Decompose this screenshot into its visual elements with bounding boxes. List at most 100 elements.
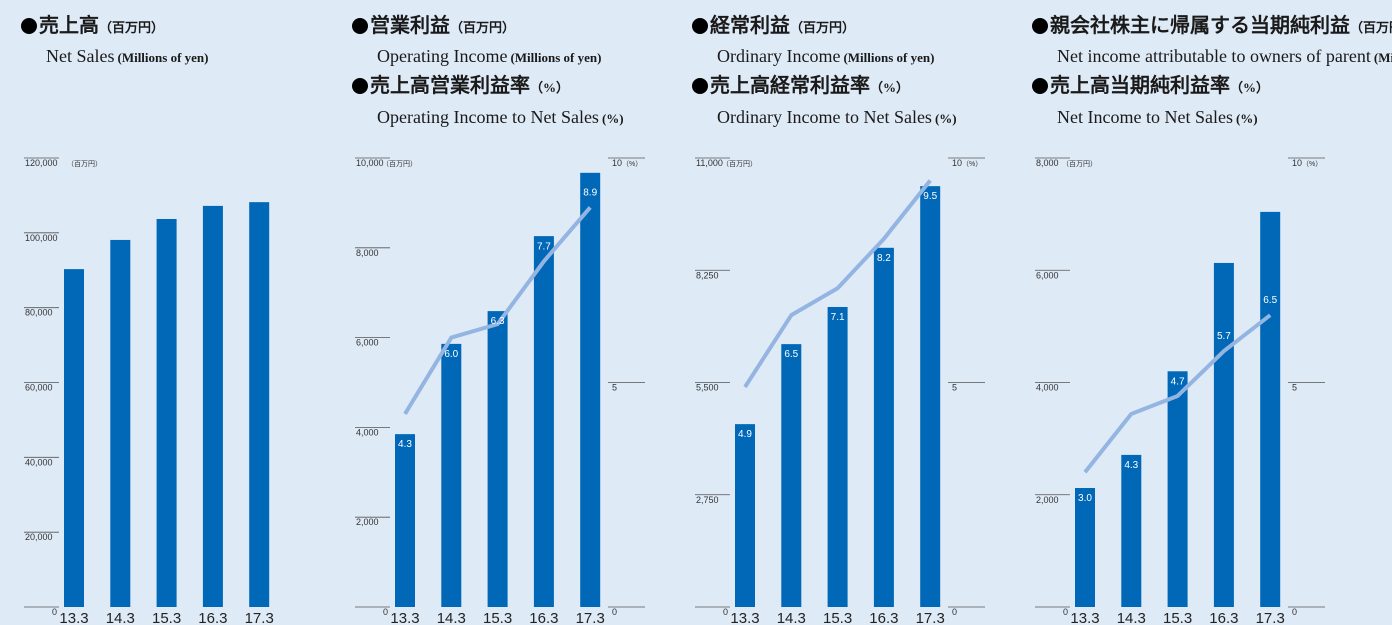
y2-tick-label: 10 <box>1292 158 1302 168</box>
y-tick-label: 8,000 <box>356 248 379 258</box>
y-tick-label: 120,000 <box>25 158 58 168</box>
y2-tick-label: 5 <box>612 383 617 393</box>
y2-tick-label: 0 <box>952 607 957 617</box>
x-tick-label: 13.3 <box>390 610 419 625</box>
y2-tick-label: 0 <box>1292 607 1297 617</box>
bar <box>920 186 941 607</box>
title-jp: 営業利益 <box>370 13 450 37</box>
title-unit: （百万円） <box>450 20 515 35</box>
x-tick-label: 15.3 <box>483 610 512 625</box>
title-en-unit: (%) <box>602 111 624 126</box>
y-tick-label: 11,000 <box>696 158 723 168</box>
data-label: 9.5 <box>923 191 937 202</box>
bar <box>156 218 177 607</box>
legend-title: 売上高（百万円） <box>39 13 164 37</box>
bar <box>1260 211 1281 607</box>
title-jp: 売上高営業利益率 <box>370 73 530 97</box>
y2-tick-label: 10 <box>612 158 622 168</box>
data-label: 5.7 <box>1217 331 1231 342</box>
data-label: 6.5 <box>784 349 798 360</box>
title-unit: （百万円） <box>99 20 164 35</box>
title-en-unit: (Millions of yen) <box>1374 50 1392 65</box>
legend-title-en: Net income attributable to owners of par… <box>1057 46 1392 66</box>
title-en: Operating Income to Net Sales <box>377 107 599 127</box>
title-en-unit: (%) <box>1236 111 1258 126</box>
bar <box>1167 371 1188 607</box>
y-tick-label: 8,250 <box>696 270 719 280</box>
bar <box>873 247 894 608</box>
bar <box>441 343 462 607</box>
data-label: 8.2 <box>877 253 891 264</box>
y-tick-label: 4,000 <box>356 427 379 437</box>
x-tick-label: 15.3 <box>152 610 181 625</box>
data-label: 4.3 <box>398 439 412 450</box>
bar <box>487 311 508 607</box>
y-unit: （百万円） <box>67 160 102 168</box>
data-label: 3.0 <box>1078 493 1092 504</box>
title-en-unit: (Millions of yen) <box>843 50 934 65</box>
line-series <box>403 206 592 415</box>
y-unit: （百万円） <box>382 160 417 168</box>
x-tick-label: 16.3 <box>529 610 558 625</box>
panel: 経常利益（百万円）Ordinary Income (Millions of yen… <box>692 13 985 625</box>
y2-unit: （%） <box>622 160 642 168</box>
title-unit: （百万円） <box>1350 20 1392 35</box>
y-tick-label: 10,000 <box>356 158 384 168</box>
y-tick-label: 6,000 <box>356 338 379 348</box>
bar <box>781 344 802 607</box>
data-label: 6.0 <box>444 349 458 360</box>
bar <box>110 239 131 607</box>
title-en-unit: (%) <box>935 111 957 126</box>
data-label: 4.3 <box>1124 460 1138 471</box>
y2-tick-label: 5 <box>952 383 957 393</box>
y-tick-label: 8,000 <box>1036 158 1059 168</box>
title-jp: 売上高経常利益率 <box>710 73 870 97</box>
x-tick-label: 17.3 <box>576 610 605 625</box>
legend-title: 営業利益（百万円） <box>370 13 515 37</box>
x-tick-label: 16.3 <box>1209 610 1238 625</box>
title-unit: （%） <box>870 80 909 95</box>
title-en: Net income attributable to owners of par… <box>1057 46 1371 66</box>
y2-tick-label: 5 <box>1292 383 1297 393</box>
title-unit: （%） <box>530 80 569 95</box>
y-unit: （百万円） <box>1062 160 1097 168</box>
title-en-unit: (Millions of yen) <box>117 50 208 65</box>
y-tick-label: 80,000 <box>25 308 53 318</box>
legend-title-en: Net Sales (Millions of yen) <box>46 46 208 66</box>
panel: 親会社株主に帰属する当期純利益（百万円） Net income attributa… <box>1032 13 1392 625</box>
legend-title: 売上高当期純利益率（%） <box>1050 73 1269 97</box>
x-tick-label: 14.3 <box>777 610 806 625</box>
x-tick-label: 13.3 <box>730 610 759 625</box>
x-tick-label: 13.3 <box>1070 610 1099 625</box>
x-tick-label: 14.3 <box>106 610 135 625</box>
x-tick-label: 17.3 <box>916 610 945 625</box>
y-tick-label: 0 <box>383 607 388 617</box>
x-tick-label: 16.3 <box>869 610 898 625</box>
y-tick-label: 2,000 <box>356 517 379 527</box>
x-tick-label: 15.3 <box>1163 610 1192 625</box>
bar <box>1075 488 1095 607</box>
y-tick-label: 2,000 <box>1036 495 1059 505</box>
legend-title: 親会社株主に帰属する当期純利益（百万円） <box>1050 13 1392 37</box>
title-en: Ordinary Income to Net Sales <box>717 107 932 127</box>
y-tick-label: 60,000 <box>25 383 53 393</box>
data-label: 7.7 <box>537 241 551 252</box>
title-unit: （%） <box>1230 80 1269 95</box>
title-jp: 経常利益 <box>710 13 790 37</box>
title-en: Net Income to Net Sales <box>1057 107 1233 127</box>
legend-title: 売上高営業利益率（%） <box>370 73 569 97</box>
panel: 営業利益（百万円）Operating Income (Millions of ye… <box>352 13 645 625</box>
y-tick-label: 0 <box>1063 607 1068 617</box>
bar <box>533 236 554 607</box>
data-label: 4.9 <box>738 429 752 440</box>
data-label: 6.5 <box>1263 295 1277 306</box>
legend-dot <box>692 18 708 34</box>
x-tick-label: 14.3 <box>437 610 466 625</box>
y2-unit: （%） <box>1302 160 1322 168</box>
y-unit: （百万円） <box>722 160 757 168</box>
legend-dot <box>352 78 368 94</box>
data-label: 8.9 <box>583 187 597 198</box>
legend-title: 売上高経常利益率（%） <box>710 73 909 97</box>
legend-dot <box>352 18 368 34</box>
